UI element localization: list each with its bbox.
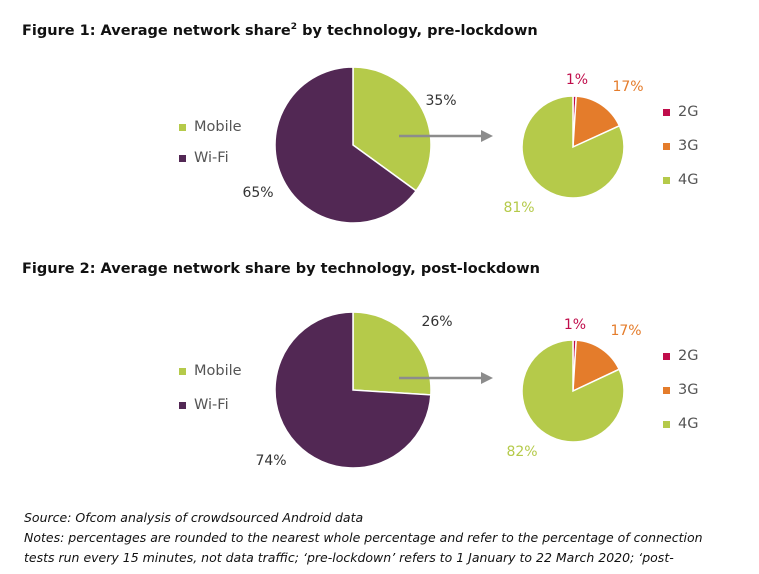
notes-line-1: Notes: percentages are rounded to the ne… <box>24 530 703 545</box>
figure-1-breakdown-legend-label-2: 4G <box>678 172 698 188</box>
figure-2-breakdown-pie-slice-1 <box>572 339 621 393</box>
figure-2-legend-swatch-0 <box>179 368 186 375</box>
figure-2-breakdown-label-1: 17% <box>610 323 641 339</box>
figure-2-breakdown-label-2: 82% <box>506 444 537 460</box>
figure-2-breakdown-legend-label-1: 3G <box>678 382 698 398</box>
figure-1-network-label-1: 65% <box>242 185 273 201</box>
figure-1-footnote-marker: 2 <box>290 22 298 32</box>
figure-1-breakdown-label-0: 1% <box>566 72 588 88</box>
figure-2-breakdown-legend-swatch-0 <box>663 353 670 360</box>
figure-1-legend-swatch-0 <box>179 124 186 131</box>
figure-1-breakdown-legend-label-1: 3G <box>678 138 698 154</box>
figure-2-legend-swatch-1 <box>179 402 186 409</box>
figure-1-breakdown-legend-swatch-2 <box>663 177 670 184</box>
notes-line-2: tests run every 15 minutes, not data tra… <box>24 550 674 565</box>
figure-1-legend-label-0: Mobile <box>194 119 242 135</box>
figure-2-network-pie-slice-0 <box>352 311 432 396</box>
figure-2-network-label-1: 74% <box>255 453 286 469</box>
figure-1-legend-label-1: Wi-Fi <box>194 150 229 166</box>
figure-2-network-pie-slice-1 <box>274 311 432 469</box>
figure-1-legend-swatch-1 <box>179 155 186 162</box>
figure-1-arrow-head <box>481 130 493 142</box>
figure-1-title: Figure 1: Average network share2 by tech… <box>22 22 538 39</box>
figure-2-legend-label-0: Mobile <box>194 363 242 379</box>
figure-2-breakdown-legend-label-2: 4G <box>678 416 698 432</box>
figure-1-breakdown-legend-swatch-0 <box>663 109 670 116</box>
figure-2-network-label-0: 26% <box>421 314 452 330</box>
figure-1-breakdown-pie-slice-2 <box>521 95 625 199</box>
figure-2-breakdown-pie-slice-2 <box>521 339 625 443</box>
figure-1-network-pie-slice-0 <box>352 66 432 192</box>
figure-1-breakdown-label-1: 17% <box>612 79 643 95</box>
figure-2-breakdown-legend-swatch-1 <box>663 387 670 394</box>
figure-1-breakdown-label-2: 81% <box>503 200 534 216</box>
figure-1-network-pie-slice-1 <box>274 66 418 224</box>
figure-1-title-suffix: by technology, pre-lockdown <box>297 22 538 39</box>
figure-1-breakdown-pie-slice-1 <box>572 95 621 149</box>
figure-2-breakdown-label-0: 1% <box>564 317 586 333</box>
figure-2-legend-label-1: Wi-Fi <box>194 397 229 413</box>
figure-1-title-text: Figure 1: Average network share <box>22 22 291 39</box>
figure-1-network-label-0: 35% <box>425 93 456 109</box>
figure-2-breakdown-legend-swatch-2 <box>663 421 670 428</box>
figure-1-breakdown-legend-label-0: 2G <box>678 104 698 120</box>
source-note: Source: Ofcom analysis of crowdsourced A… <box>24 510 364 525</box>
figure-2-title: Figure 2: Average network share by techn… <box>22 261 540 277</box>
figure-1-breakdown-legend-swatch-1 <box>663 143 670 150</box>
figure-2-breakdown-legend-label-0: 2G <box>678 348 698 364</box>
figure-2-arrow-head <box>481 372 493 384</box>
